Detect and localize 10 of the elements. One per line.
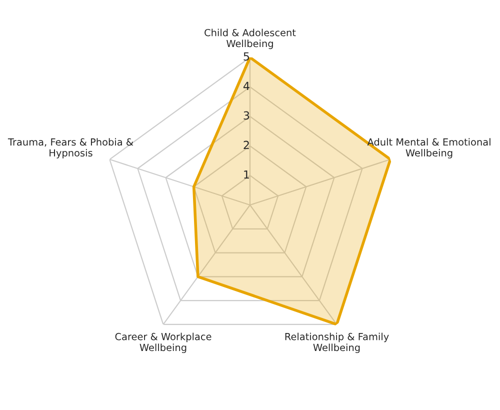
spoke-label: Child & Adolescent Wellbeing [204,28,296,50]
spoke-label: Trauma, Fears & Phobia & Hypnosis [8,138,134,158]
y-tick-label: 2 [244,140,249,150]
spoke-label: Career & Workplace Wellbeing [115,332,212,354]
y-tick-label: 3 [244,111,250,120]
spoke-label: Relationship & Family Wellbeing [285,332,389,354]
y-tick-label: 1 [244,170,249,179]
spoke-label: Adult Mental & Emotional Wellbeing [367,138,490,158]
y-tick-label: 5 [244,52,250,61]
y-tick-label: 4 [243,82,250,90]
